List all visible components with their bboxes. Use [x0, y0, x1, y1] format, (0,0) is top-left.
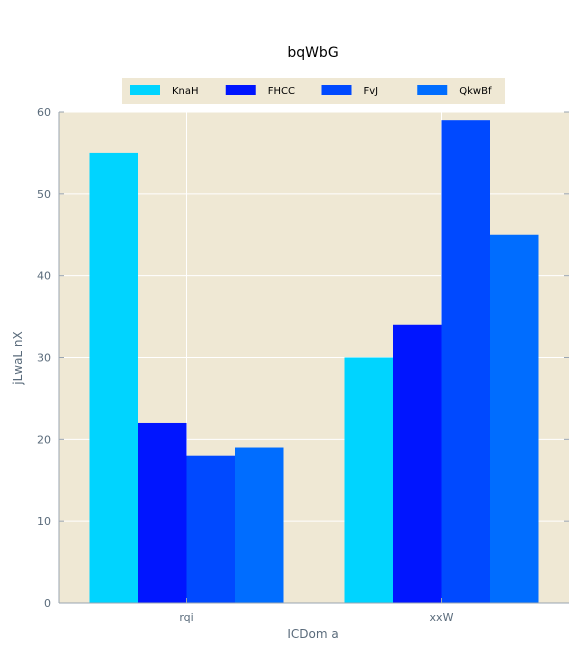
- x-axis-label: ICDom a: [287, 627, 338, 641]
- bar-FHCC-xxW: [393, 324, 442, 603]
- x-tick-labels: rqi xxW: [179, 611, 453, 624]
- legend-swatch: [417, 85, 448, 95]
- legend-swatch: [321, 85, 352, 95]
- y-tick-label: 50: [37, 188, 51, 201]
- legend-label: KnaH: [172, 86, 199, 97]
- legend-label: FvJ: [364, 86, 379, 97]
- bar-FHCC-rqi: [138, 422, 187, 603]
- y-tick-labels: 0 10 20 30 40 50 60: [37, 106, 51, 610]
- x-tick-label: xxW: [430, 611, 454, 624]
- legend: KnaH FHCC FvJ QkwBf: [122, 78, 505, 104]
- y-axis-label: jLwaL nX: [11, 331, 25, 386]
- legend-label: QkwBf: [459, 86, 492, 97]
- y-tick-label: 0: [44, 597, 51, 610]
- bar-KnaH-rqi: [89, 152, 138, 603]
- bar-KnaH-xxW: [344, 357, 393, 603]
- y-tick-label: 10: [37, 515, 51, 528]
- y-tick-label: 40: [37, 270, 51, 283]
- bar-QkwBf-rqi: [235, 447, 284, 603]
- bar-FvJ-rqi: [186, 455, 235, 603]
- legend-label: FHCC: [268, 86, 295, 97]
- x-tick-label: rqi: [179, 611, 193, 624]
- bars: [89, 120, 539, 603]
- legend-swatch: [225, 85, 256, 95]
- y-tick-label: 60: [37, 106, 51, 119]
- chart-title: bqWbG: [287, 45, 338, 61]
- legend-swatch: [130, 85, 160, 95]
- y-tick-label: 30: [37, 352, 51, 365]
- y-tick-label: 20: [37, 433, 51, 446]
- bar-QkwBf-xxW: [490, 234, 539, 603]
- bar-FvJ-xxW: [441, 120, 490, 603]
- axes: [58, 111, 569, 604]
